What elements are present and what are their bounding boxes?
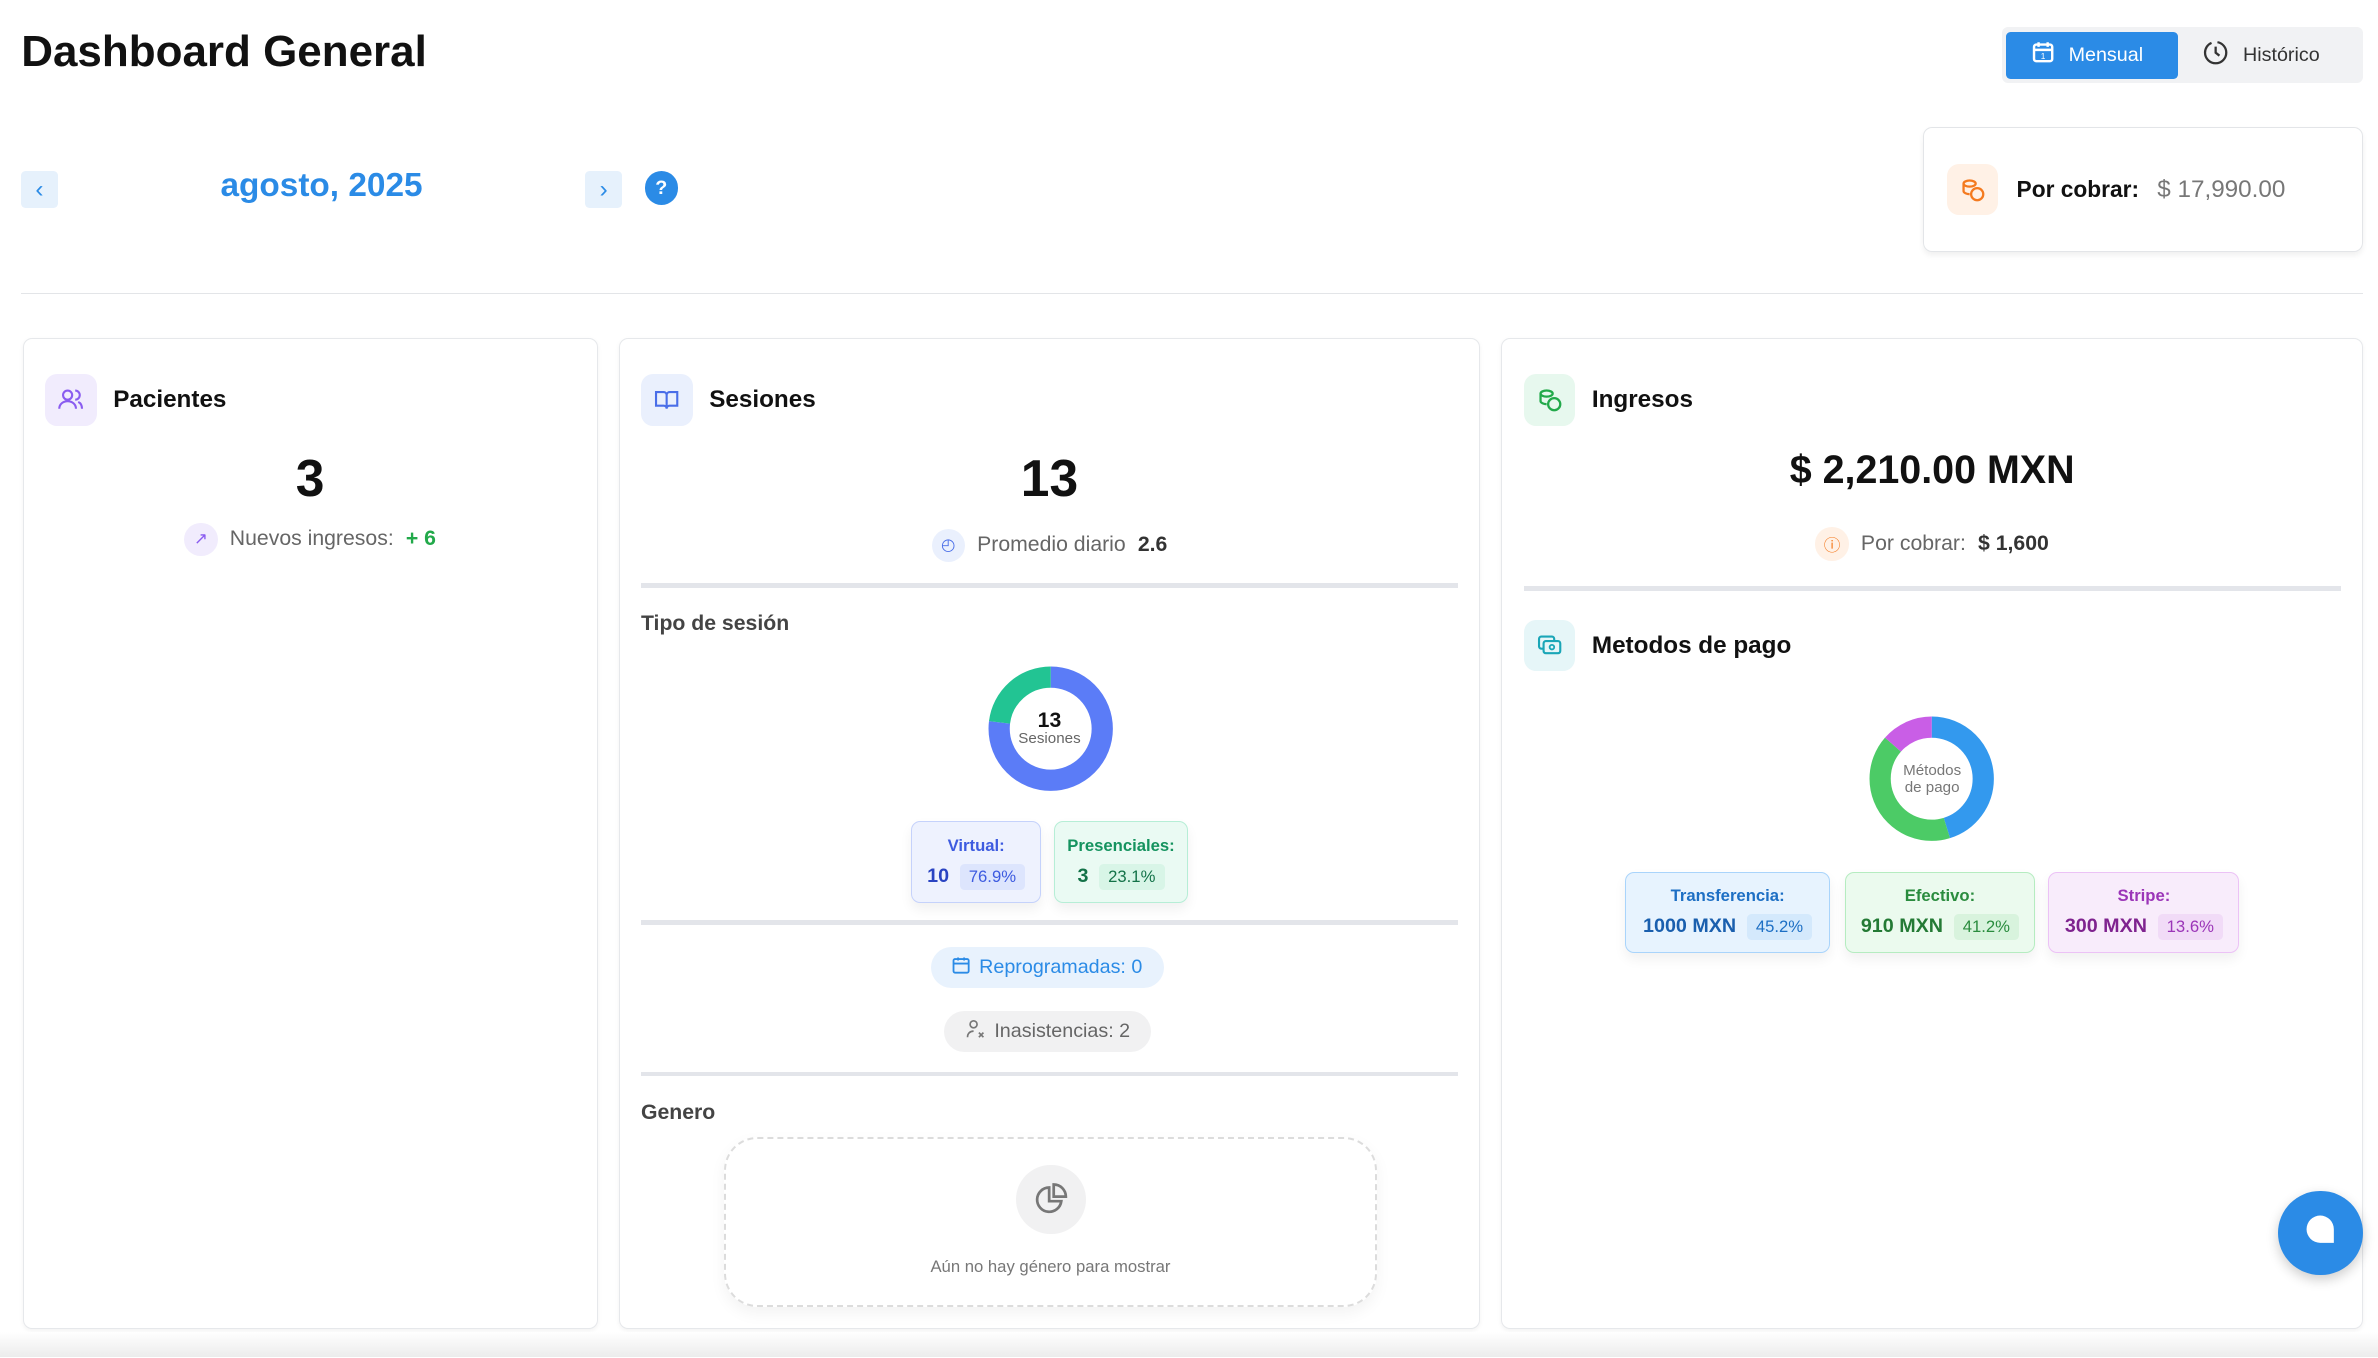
chat-bubble-icon [2302, 1211, 2338, 1254]
donut-segment-stripe [1869, 716, 1994, 842]
method-percent: 45.2% [1746, 913, 1813, 940]
daily-average-value: 2.6 [1137, 533, 1168, 557]
donut-segment-efectivo [1869, 716, 1994, 842]
patients-title: Pacientes [113, 385, 227, 413]
alert-circle-icon: ⓘ [1815, 527, 1849, 561]
method-percent: 41.2% [1953, 913, 2020, 940]
virtual-value: 10 [927, 865, 950, 888]
presencial-value: 3 [1077, 865, 1089, 888]
patients-card: Pacientes 3 ↗ Nuevos ingresos: + 6 [22, 338, 598, 1329]
current-period: agosto, 2025 [220, 166, 423, 204]
divider [640, 1071, 1458, 1077]
rescheduled-text: Reprogramadas: 0 [979, 956, 1143, 979]
donut-center-label: de pago [1904, 779, 1960, 796]
gauge-icon: ◴ [931, 528, 965, 563]
method-label: Efectivo: [1904, 886, 1976, 906]
method-percent: 13.6% [2157, 913, 2224, 940]
gender-title: Genero [640, 1100, 716, 1124]
no-shows-text: Inasistencias: 2 [994, 1020, 1131, 1042]
coins-icon [1946, 163, 1999, 216]
session-type-donut [988, 666, 1113, 792]
donut-center-value: 13 [1037, 709, 1062, 733]
donut-center-label: Métodos [1903, 762, 1962, 780]
calendar-icon [952, 956, 970, 980]
view-toggle: 1 Mensual Histórico [2001, 27, 2363, 84]
method-label: Transferencia: [1670, 886, 1785, 906]
method-cash: Efectivo: 910 MXN 41.2% [1845, 871, 2035, 954]
new-patients-value: + 6 [405, 527, 436, 551]
monthly-label: Mensual [2068, 43, 2144, 66]
wallet-icon [1523, 619, 1576, 672]
help-icon[interactable]: ? [644, 171, 678, 205]
virtual-stat: Virtual: 10 76.9% [910, 821, 1042, 904]
patients-count: 3 [295, 449, 325, 508]
method-value: 300 MXN [2064, 915, 2147, 938]
chevron-left-icon: ‹ [35, 175, 44, 203]
payment-methods-title: Metodos de pago [1591, 631, 1792, 659]
method-value: 910 MXN [1860, 915, 1943, 938]
divider [640, 583, 1458, 588]
new-patients-label: Nuevos ingresos: [229, 527, 394, 551]
presencial-percent: 23.1% [1099, 863, 1165, 890]
virtual-percent: 76.9% [959, 863, 1026, 890]
page-footer-shadow [0, 1331, 2378, 1358]
monthly-button[interactable]: 1 Mensual [2006, 31, 2178, 79]
no-shows-badge: Inasistencias: 2 [944, 1011, 1152, 1052]
chat-button[interactable] [2277, 1190, 2363, 1276]
receivable-summary-card: Por cobrar: $ 17,990.00 [1923, 127, 2363, 252]
donut-segment-presenciales [988, 666, 1113, 792]
method-value: 1000 MXN [1643, 915, 1737, 938]
virtual-label: Virtual: [947, 836, 1005, 856]
clock-icon [2202, 39, 2229, 72]
history-button[interactable]: Histórico [2178, 32, 2344, 79]
coins-icon [1523, 374, 1576, 426]
divider [640, 920, 1458, 925]
income-total: $ 2,210.00 MXN [1789, 448, 2075, 493]
receivable-value: $ 17,990.00 [2157, 175, 2286, 203]
calendar-icon: 1 [2031, 40, 2055, 70]
receivable-label: Por cobrar: [2016, 176, 2140, 203]
trend-up-icon: ↗ [184, 522, 218, 557]
gender-empty-state: Aún no hay género para mostrar [724, 1136, 1377, 1307]
divider [1523, 586, 2341, 591]
income-receivable-value: $ 1,600 [1978, 531, 2049, 555]
daily-average-label: Promedio diario [977, 533, 1126, 557]
sessions-title: Sesiones [709, 385, 816, 413]
next-month-button[interactable]: › [585, 171, 622, 208]
users-icon [44, 374, 97, 426]
svg-text:1: 1 [2041, 51, 2046, 61]
session-type-title: Tipo de sesión [640, 612, 790, 636]
income-receivable-label: Por cobrar: [1860, 531, 1966, 555]
divider [21, 292, 2363, 295]
book-icon [640, 374, 693, 426]
history-label: Histórico [2243, 43, 2320, 66]
pie-chart-icon [1016, 1164, 1086, 1235]
payment-methods-donut [1869, 716, 1994, 842]
page-title: Dashboard General [21, 27, 427, 77]
prev-month-button[interactable]: ‹ [21, 171, 58, 208]
presencial-stat: Presenciales: 3 23.1% [1053, 821, 1189, 904]
chevron-right-icon: › [599, 175, 608, 203]
rescheduled-badge: Reprogramadas: 0 [930, 947, 1164, 989]
sessions-count: 13 [1020, 449, 1079, 508]
user-x-icon [966, 1019, 986, 1045]
method-transfer: Transferencia: 1000 MXN 45.2% [1625, 871, 1830, 954]
sessions-card: Sesiones 13 ◴ Promedio diario 2.6 Tipo de … [618, 338, 1481, 1329]
donut-center-label: Sesiones [1018, 730, 1081, 748]
gender-empty-text: Aún no hay género para mostrar [930, 1257, 1171, 1277]
presencial-label: Presenciales: [1067, 836, 1175, 856]
method-label: Stripe: [2117, 886, 2171, 906]
income-title: Ingresos [1591, 385, 1693, 413]
method-stripe: Stripe: 300 MXN 13.6% [2048, 871, 2240, 954]
income-card: Ingresos $ 2,210.00 MXN ⓘ Por cobrar: $ 1,… [1501, 338, 2363, 1329]
